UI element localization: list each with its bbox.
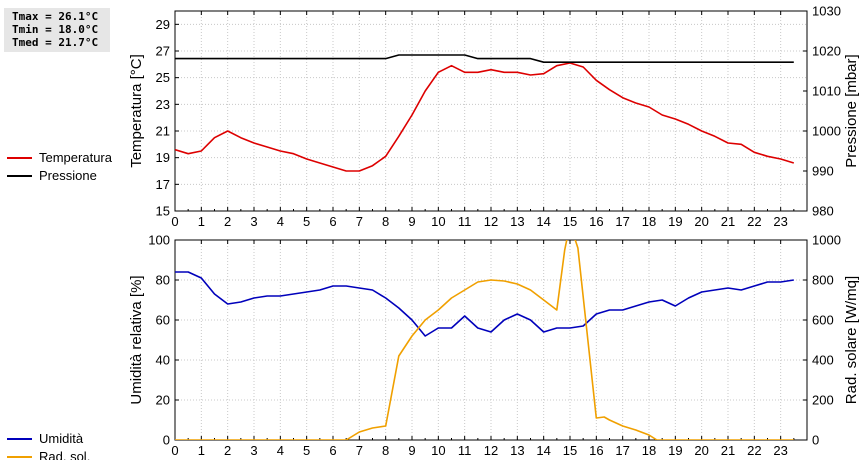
series-rad-sol-line [175,240,794,440]
y-tick-label: 21 [156,124,170,139]
y-tick-label: 20 [156,393,170,408]
x-tick-label: 16 [589,214,603,229]
x-tick-label: 9 [408,214,415,229]
x-tick-label: 4 [277,214,284,229]
y-tick-label: 80 [156,273,170,288]
x-tick-label: 15 [563,443,577,458]
x-tick-label: 18 [642,443,656,458]
y2-tick-label: 990 [812,164,834,179]
y2-tick-label: 400 [812,353,834,368]
y2-tick-label: 600 [812,313,834,328]
y-tick-label: 100 [148,233,170,248]
x-tick-label: 0 [171,443,178,458]
x-tick-label: 7 [356,214,363,229]
y2-tick-label: 1030 [812,4,841,19]
x-tick-label: 20 [694,443,708,458]
x-tick-label: 3 [250,443,257,458]
x-tick-label: 13 [510,214,524,229]
y-tick-label: 40 [156,353,170,368]
series-temperatura-line [175,62,795,172]
y2-tick-label: 1000 [812,124,841,139]
legend-label: Rad. sol. [39,449,90,460]
x-tick-label: 4 [277,443,284,458]
humidity-radiation-chart: 0 1 2 3 4 5 6 7 8 9 10 11 12 13 14 15 16 17 18 19 20 21 22 2302… [7,233,860,460]
x-tick-label: 3 [250,214,257,229]
x-tick-label: 18 [642,214,656,229]
stats-box: Tmax = 26.1°C Tmin = 18.0°C Tmed = 21.7°… [4,8,110,52]
temperature-pressure-chart: 0 1 2 3 4 5 6 7 8 9 10 11 12 13 14 15 16 17 18 19 20 21 22 2315… [7,4,860,229]
x-tick-label: 8 [382,443,389,458]
x-tick-label: 1 [198,443,205,458]
x-tick-label: 23 [773,443,787,458]
y2-axis-title: Rad. solare [W/mq] [843,276,860,404]
x-tick-label: 14 [536,214,550,229]
x-tick-label: 9 [408,443,415,458]
x-tick-label: 14 [536,443,550,458]
y-axis-title: Umidità relativa [%] [128,275,145,404]
y-tick-label: 29 [156,17,170,32]
x-tick-label: 11 [458,443,472,458]
y2-tick-label: 1000 [812,233,841,248]
x-tick-label: 8 [382,214,389,229]
x-tick-label: 16 [589,443,603,458]
legend-label: Pressione [39,168,97,183]
x-tick-label: 2 [224,214,231,229]
y2-tick-label: 800 [812,273,834,288]
y2-tick-label: 1010 [812,84,841,99]
x-tick-label: 15 [563,214,577,229]
x-tick-label: 5 [303,443,310,458]
x-tick-label: 17 [615,443,629,458]
series-pressione-line [175,54,794,64]
y-tick-label: 27 [156,44,170,59]
x-tick-label: 0 [171,214,178,229]
x-tick-label: 13 [510,443,524,458]
tmed-label: Tmed = 21.7°C [12,36,99,49]
legend-label: Temperatura [39,150,113,165]
x-tick-label: 1 [198,214,205,229]
x-tick-label: 6 [329,214,336,229]
x-tick-label: 19 [668,214,682,229]
y2-tick-label: 1020 [812,44,841,59]
y-tick-label: 15 [156,204,170,219]
tmax-label: Tmax = 26.1°C [12,10,99,23]
legend-label: Umidità [39,431,84,446]
y2-axis-title: Pressione [mbar] [843,54,860,167]
x-tick-label: 21 [721,443,735,458]
x-tick-label: 2 [224,443,231,458]
x-tick-label: 17 [615,214,629,229]
y-axis-title: Temperatura [°C] [128,54,145,168]
y-tick-label: 19 [156,150,170,165]
x-tick-label: 22 [747,214,761,229]
x-tick-label: 7 [356,443,363,458]
x-tick-label: 21 [721,214,735,229]
y-tick-label: 23 [156,97,170,112]
y2-tick-label: 980 [812,204,834,219]
tmin-label: Tmin = 18.0°C [12,23,99,36]
x-tick-label: 10 [431,214,445,229]
x-tick-label: 12 [484,214,498,229]
x-tick-label: 19 [668,443,682,458]
x-tick-label: 22 [747,443,761,458]
y-tick-label: 17 [156,177,170,192]
x-tick-label: 10 [431,443,445,458]
y-tick-label: 60 [156,313,170,328]
y-tick-label: 25 [156,70,170,85]
y-tick-label: 0 [163,433,170,448]
series-umidit-line [175,271,794,337]
x-tick-label: 12 [484,443,498,458]
y2-tick-label: 0 [812,433,819,448]
x-tick-label: 23 [773,214,787,229]
x-tick-label: 11 [458,214,472,229]
x-tick-label: 5 [303,214,310,229]
x-tick-label: 6 [329,443,336,458]
y2-tick-label: 200 [812,393,834,408]
x-tick-label: 20 [694,214,708,229]
